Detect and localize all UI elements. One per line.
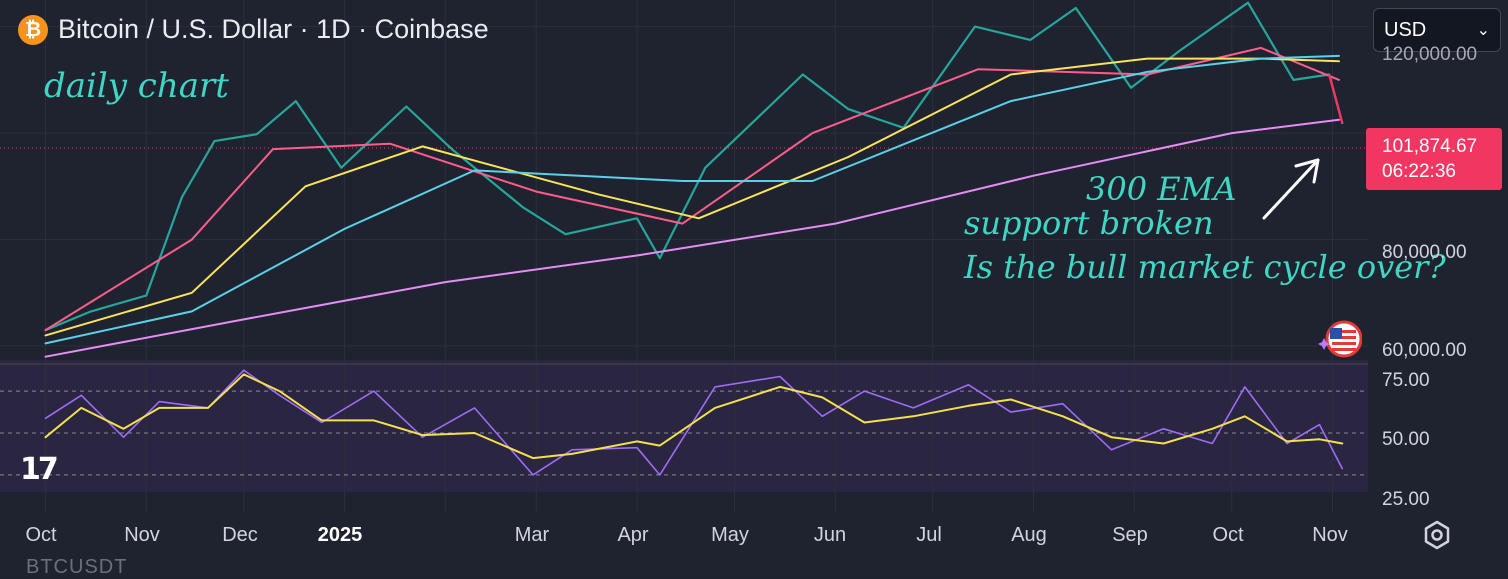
chevron-down-icon: ⌄	[1476, 22, 1490, 39]
rsi-tick-label: 25.00	[1382, 489, 1430, 510]
price-line-2	[44, 57, 1340, 337]
x-tick-label: May	[711, 524, 749, 546]
rsi-tick-label: 75.00	[1382, 370, 1430, 391]
price-line-1	[44, 46, 1340, 332]
annotation-question: Is the bull market cycle over?	[964, 248, 1446, 286]
gear-icon[interactable]	[1422, 520, 1452, 550]
last-price: 101,874.67	[1382, 136, 1478, 157]
bar-countdown: 06:22:36	[1382, 161, 1456, 182]
rsi-line-1	[44, 373, 1344, 460]
y-tick-label: 60,000.00	[1382, 340, 1467, 361]
rsi-series	[44, 369, 1344, 476]
price-line-0	[44, 1, 1344, 332]
x-tick-label: Nov	[124, 524, 160, 546]
x-tick-label: Aug	[1011, 524, 1047, 546]
y-tick-label: 80,000.00	[1382, 242, 1467, 263]
arrow-icon	[1262, 158, 1320, 220]
rsi-tick-label: 50.00	[1382, 429, 1430, 450]
x-tick-label: Sep	[1112, 524, 1148, 546]
symbol-watermark: BTCUSDT	[26, 556, 128, 578]
y-tick-label: 120,000.00	[1382, 44, 1478, 65]
price-line-3	[44, 54, 1340, 345]
rsi-background	[0, 360, 1368, 492]
x-tick-label: 2025	[317, 524, 363, 546]
x-tick-label: Jun	[813, 524, 847, 546]
x-tick-label: Dec	[222, 524, 258, 546]
price-line-4	[44, 118, 1340, 358]
horizontal-grid	[0, 26, 1368, 365]
currency-select[interactable]: USD ⌄	[1373, 8, 1501, 52]
currency-value: USD	[1384, 18, 1427, 41]
x-tick-label: Oct	[25, 524, 57, 546]
bitcoin-icon: ₿	[18, 14, 48, 45]
x-tick-label: Nov	[1312, 524, 1348, 546]
last-price-tag: 101,874.67 06:22:36	[1366, 128, 1502, 190]
x-tick-label: Jul	[916, 524, 942, 546]
x-tick-label: Oct	[1212, 524, 1244, 546]
symbol-header[interactable]: ₿ Bitcoin / U.S. Dollar · 1D · Coinbase	[18, 14, 489, 45]
rsi-levels	[0, 390, 1368, 476]
annotation-support: support broken	[964, 204, 1214, 242]
annotation-ema: 300 EMA	[1086, 170, 1237, 208]
tradingview-logo: 17	[20, 452, 59, 487]
annotation-daily: daily chart	[44, 66, 229, 106]
last-candle-segment	[1328, 74, 1344, 124]
x-tick-label: Mar	[514, 524, 550, 546]
x-tick-label: Apr	[617, 524, 649, 546]
us-flag-icon[interactable]	[1318, 320, 1362, 358]
rsi-line-0	[44, 369, 1344, 476]
symbol-title: Bitcoin / U.S. Dollar · 1D · Coinbase	[58, 14, 489, 44]
vertical-grid	[45, 0, 1333, 512]
price-series	[44, 1, 1344, 358]
